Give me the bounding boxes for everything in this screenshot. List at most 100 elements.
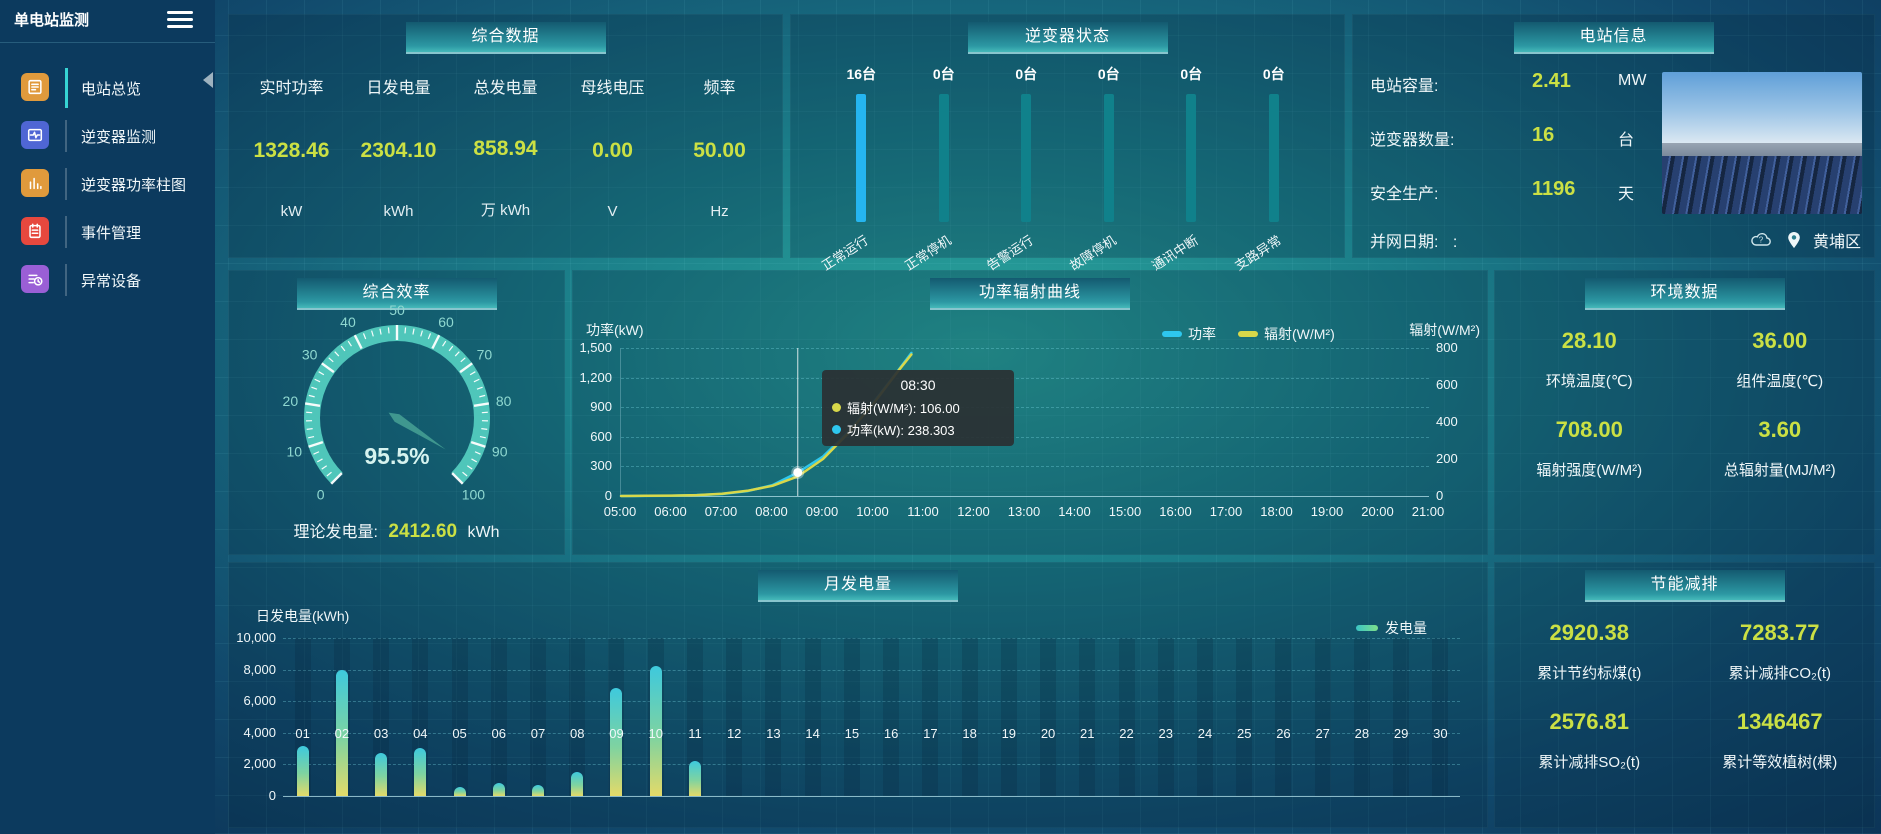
x-axis-tick-label: 19:00 <box>1310 504 1344 519</box>
tooltip-text: 辐射(W/M²): 106.00 <box>847 401 960 416</box>
y-axis-tick-label: 1,500 <box>579 340 612 355</box>
x-axis-tick-label: 11:00 <box>907 504 939 519</box>
right-axis-title: 辐射(W/M²) <box>1409 322 1480 338</box>
inverter-count-label: 0台 <box>932 66 955 82</box>
bar-chart-legend[interactable]: 发电量 <box>1356 618 1427 638</box>
sidebar-item-label: 电站总览 <box>81 81 142 98</box>
x-axis-tick-label: 21:00 <box>1411 504 1445 519</box>
metric-value: 858.94 <box>473 136 538 160</box>
cell-total-radiation: 3.60 总辐射量(MJ/M²) <box>1685 417 1876 480</box>
legend-label: 功率 <box>1188 326 1216 342</box>
sidebar-item-inverter-monitor[interactable]: 逆变器监测 <box>0 112 215 160</box>
panel-summary: 综合数据 实时功率 1328.46 kW 日发电量 2304.10 kWh 总发… <box>228 14 783 258</box>
metric-unit: Hz <box>710 203 729 220</box>
theoretical-energy-row: 理论发电量: 2412.60 kWh <box>228 518 565 543</box>
metric-label: 日发电量 <box>366 80 431 97</box>
metric-label: 总发电量 <box>473 80 538 97</box>
gridline <box>621 436 1429 438</box>
y-axis-tick-label: 8,000 <box>243 661 276 677</box>
tooltip-dot <box>832 425 841 434</box>
inverter-status-bar <box>938 94 949 222</box>
right-axis-tick-label: 800 <box>1436 340 1458 355</box>
inverter-status-bar <box>856 94 867 222</box>
menu-item-divider <box>65 120 67 152</box>
sidebar-item-label: 逆变器监测 <box>81 129 157 146</box>
tooltip-row-power: 功率(kW): 238.303 <box>832 420 1004 439</box>
generation-bar <box>688 760 701 796</box>
metric-bus-voltage: 母线电压 0.00 V <box>559 66 666 232</box>
cell-trees-equivalent: 1346467 累计等效植树(棵) <box>1685 709 1876 772</box>
metric-value: 1328.46 <box>253 138 330 162</box>
line-chart-plot <box>619 348 1429 498</box>
y-axis-tick-label: 300 <box>590 458 612 474</box>
panel-power-curve: 功率辐射曲线 功率(kW) 辐射(W/M²) 功率 辐射(W/M²) 08:30… <box>572 270 1488 555</box>
cell-ambient-temp: 28.10 环境温度(℃) <box>1494 328 1685 391</box>
inverter-status-bar <box>1268 94 1279 222</box>
legend-item-power[interactable]: 功率 <box>1162 324 1216 344</box>
cell-value: 1346467 <box>1736 709 1823 734</box>
inverter-count-label: 0台 <box>1262 66 1285 82</box>
cell-co2-reduced: 7283.77 累计减排CO₂(t) <box>1685 620 1876 683</box>
sidebar-item-label: 逆变器功率柱图 <box>81 177 187 194</box>
category-background-stripe <box>686 638 703 796</box>
menu-toggle-icon[interactable] <box>167 11 193 31</box>
location-pin-icon[interactable] <box>1787 231 1801 249</box>
summary-metrics: 实时功率 1328.46 kW 日发电量 2304.10 kWh 总发电量 85… <box>238 66 773 232</box>
x-axis-tick-label: 09:00 <box>805 504 839 519</box>
cell-label: 累计减排CO₂(t) <box>1728 665 1831 682</box>
location-name[interactable]: 黄埔区 <box>1812 234 1861 251</box>
metric-realtime-power: 实时功率 1328.46 kW <box>238 66 345 232</box>
x-axis-tick-label: 10:00 <box>856 504 889 519</box>
y-axis-tick-label: 0 <box>268 788 276 803</box>
legend-label: 发电量 <box>1385 620 1427 636</box>
menu-item-divider <box>65 168 67 200</box>
y-axis-tick-label: 1,200 <box>579 369 612 385</box>
power-bars-icon <box>21 169 49 197</box>
cell-label: 辐射强度(W/M²) <box>1536 462 1643 479</box>
gridline <box>621 466 1429 468</box>
gridline <box>283 732 1460 734</box>
savings-cells: 2920.38 累计节约标煤(t) 7283.77 累计减排CO₂(t) 257… <box>1494 620 1875 772</box>
sidebar-item-station-overview[interactable]: 电站总览 <box>0 64 215 112</box>
svg-text:40: 40 <box>340 314 356 330</box>
gridline <box>621 348 1429 349</box>
right-axis-tick-label: 400 <box>1436 414 1458 429</box>
sidebar-item-label: 事件管理 <box>81 225 142 242</box>
bar-chart-plot <box>283 638 1460 797</box>
y-axis-tick-label: 10,000 <box>236 630 276 645</box>
row-label: 电站容量: <box>1370 78 1439 95</box>
cell-value: 7283.77 <box>1739 620 1820 645</box>
legend-label: 辐射(W/M²) <box>1264 326 1335 342</box>
generation-bar <box>571 771 584 796</box>
category-background-stripe <box>490 638 507 796</box>
generation-bar <box>453 787 466 796</box>
inverter-monitor-icon <box>21 121 49 149</box>
generation-bar <box>414 747 427 796</box>
gridline <box>283 764 1460 766</box>
sidebar-menu: 电站总览 逆变器监测 逆变器功率柱图 事 <box>0 64 215 304</box>
metric-total-energy: 总发电量 858.94 万 kWh <box>452 66 559 232</box>
sidebar-collapse-arrow[interactable] <box>203 72 213 88</box>
sidebar-item-event-management[interactable]: 事件管理 <box>0 208 215 256</box>
cell-label: 总辐射量(MJ/M²) <box>1723 462 1836 479</box>
cell-value: 2576.81 <box>1549 709 1630 734</box>
cell-label: 累计节约标煤(t) <box>1537 665 1642 682</box>
panel-title: 节能减排 <box>1584 570 1785 602</box>
cell-module-temp: 36.00 组件温度(℃) <box>1685 328 1876 391</box>
inverter-status-column: 16台 正常运行 <box>819 54 903 273</box>
environment-cells: 28.10 环境温度(℃) 36.00 组件温度(℃) 708.00 辐射强度(… <box>1494 328 1875 480</box>
sidebar-item-inverter-power-bars[interactable]: 逆变器功率柱图 <box>0 160 215 208</box>
category-background-stripe <box>1079 638 1096 796</box>
inverter-status-column: 0台 故障停机 <box>1067 54 1151 273</box>
legend-item-radiation[interactable]: 辐射(W/M²) <box>1238 324 1335 344</box>
sidebar-item-abnormal-devices[interactable]: 异常设备 <box>0 256 215 304</box>
cell-value: 36.00 <box>1752 328 1808 353</box>
cell-value: 708.00 <box>1555 417 1623 442</box>
tooltip-dot <box>832 403 841 412</box>
line-chart-svg <box>619 348 913 498</box>
abnormal-device-icon <box>21 265 49 293</box>
gridline <box>621 407 1429 409</box>
bar-chart-axis-title: 日发电量(kWh) <box>256 608 350 624</box>
x-axis-tick-label: 05:00 <box>603 504 637 519</box>
weather-cloud-icon[interactable]: ? <box>1749 231 1775 249</box>
